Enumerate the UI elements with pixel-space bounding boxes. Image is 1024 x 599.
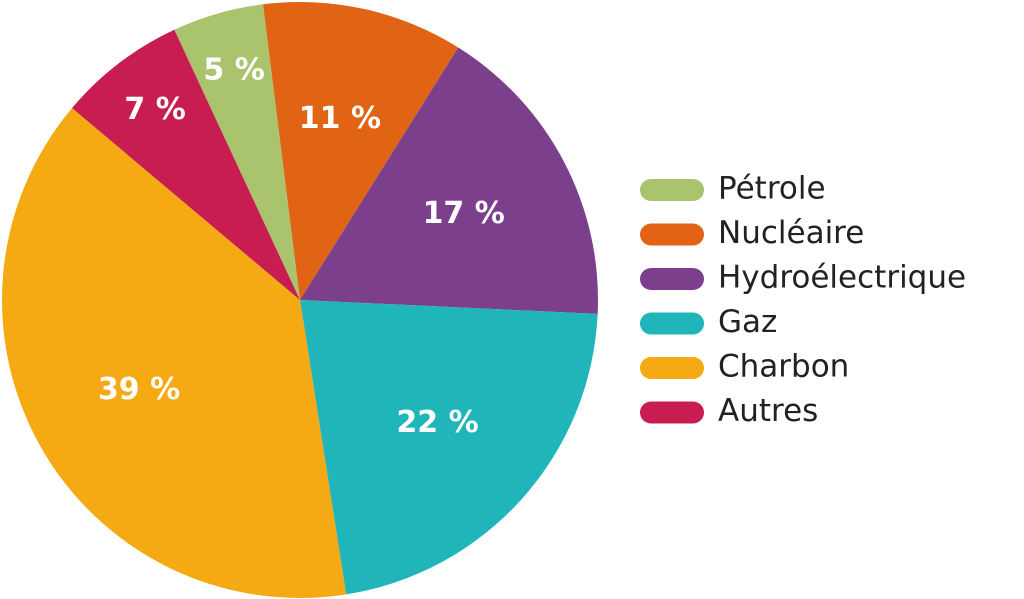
value-label: 39 % (98, 372, 180, 407)
value-label: 11 % (299, 101, 381, 136)
pie-slice (300, 47, 599, 314)
legend-label: Gaz (718, 304, 777, 340)
legend-swatch (640, 312, 704, 335)
legend-label: Autres (718, 393, 818, 429)
legend-swatch (640, 401, 704, 424)
value-label: 22 % (396, 405, 478, 440)
legend-label: Pétrole (718, 171, 826, 207)
pie-slice (174, 4, 300, 300)
legend-label: Nucléaire (718, 215, 864, 251)
legend-swatch (640, 179, 704, 201)
legend-swatch (640, 357, 704, 379)
value-label: 5 % (203, 52, 264, 87)
pie-slice (72, 29, 300, 301)
legend-swatch (640, 223, 704, 246)
pie-slice (263, 1, 459, 300)
value-label: 17 % (423, 196, 505, 231)
legend-swatch (640, 268, 704, 290)
legend-label: Charbon (718, 349, 849, 385)
pie-slice (2, 108, 347, 598)
value-label: 7 % (124, 92, 185, 127)
legend-label: Hydroélectrique (718, 260, 966, 296)
pie-slice (300, 300, 598, 595)
